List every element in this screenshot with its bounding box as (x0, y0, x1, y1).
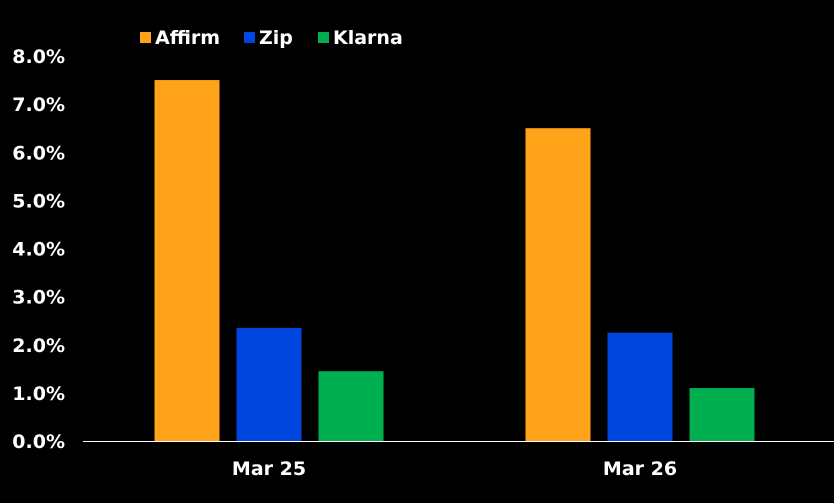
legend-swatch-klarna (318, 32, 329, 43)
legend-swatch-zip (244, 32, 255, 43)
bar-affirm-mar-26 (525, 128, 591, 441)
y-tick-label: 8.0% (12, 46, 65, 68)
y-tick-label: 2.0% (12, 335, 65, 357)
chart-legend: Affirm Zip Klarna (140, 27, 403, 49)
y-tick-label: 6.0% (12, 142, 65, 164)
legend-label-affirm: Affirm (155, 27, 220, 49)
bar-klarna-mar-25 (318, 371, 384, 441)
legend-label-zip: Zip (259, 27, 293, 49)
y-tick-label: 3.0% (12, 287, 65, 309)
y-axis: 0.0% 1.0% 2.0% 3.0% 4.0% 5.0% 6.0% 7.0% 8.0% (12, 46, 65, 453)
x-category-label: Mar 26 (603, 458, 677, 480)
y-tick-label: 7.0% (12, 94, 65, 116)
bar-klarna-mar-26 (689, 388, 755, 441)
legend-label-klarna: Klarna (333, 27, 403, 49)
bar-zip-mar-25 (236, 327, 302, 441)
y-tick-label: 1.0% (12, 383, 65, 405)
bar-zip-mar-26 (607, 332, 673, 441)
bars-group (154, 80, 755, 441)
legend-swatch-affirm (140, 32, 151, 43)
x-axis: Mar 25 Mar 26 (232, 458, 677, 480)
y-tick-label: 0.0% (12, 431, 65, 453)
y-tick-label: 4.0% (12, 239, 65, 261)
y-tick-label: 5.0% (12, 190, 65, 212)
x-category-label: Mar 25 (232, 458, 306, 480)
bar-affirm-mar-25 (154, 80, 220, 441)
